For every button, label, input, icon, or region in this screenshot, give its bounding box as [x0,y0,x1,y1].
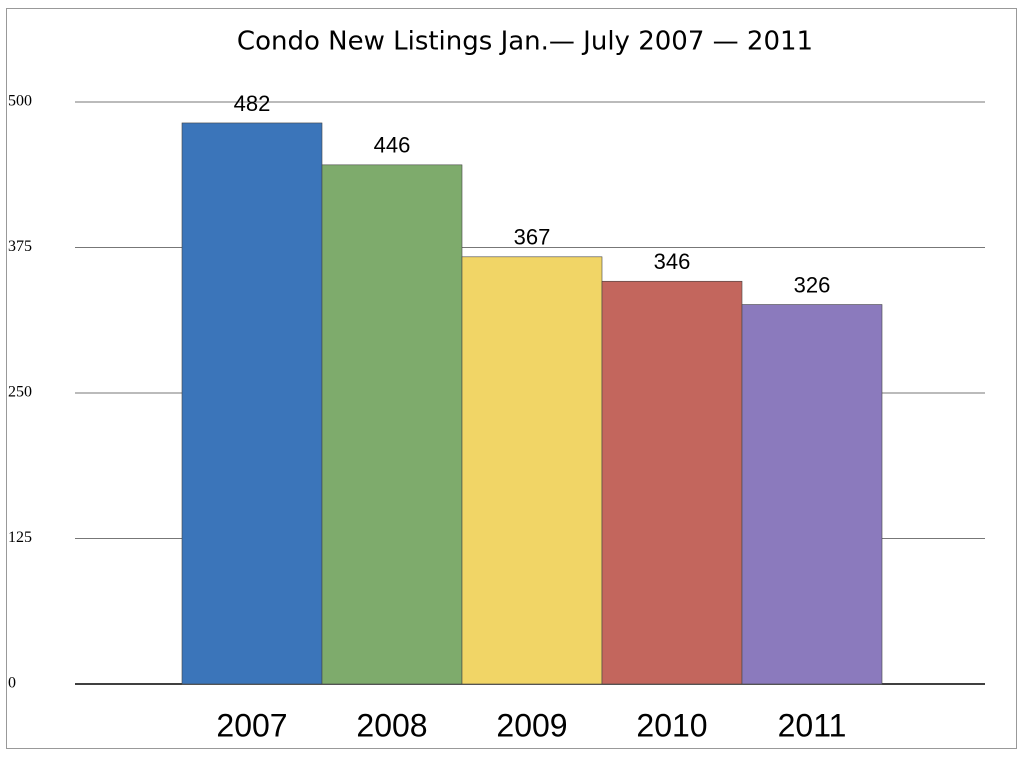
x-tick-label: 2011 [778,707,847,743]
chart-title: Condo New Listings Jan.— July 2007 — 201… [237,27,813,57]
bar [461,256,603,685]
x-tick-label: 2007 [216,707,287,743]
value-label: 367 [514,225,551,250]
value-label: 346 [654,249,691,274]
bar [321,164,463,685]
x-tick-label: 2010 [636,707,707,743]
bar [741,304,883,685]
y-tick-label: 125 [8,529,32,546]
value-label: 326 [794,272,831,297]
bar [181,122,323,685]
y-tick-label: 375 [8,238,32,255]
value-label: 482 [234,91,271,116]
x-tick-label: 2008 [356,707,427,743]
y-tick-label: 250 [8,384,32,401]
y-tick-label: 500 [8,93,32,110]
x-tick-label: 2009 [496,707,567,743]
bar [601,280,743,685]
y-tick-label: 0 [8,675,16,692]
value-label: 446 [374,133,411,158]
